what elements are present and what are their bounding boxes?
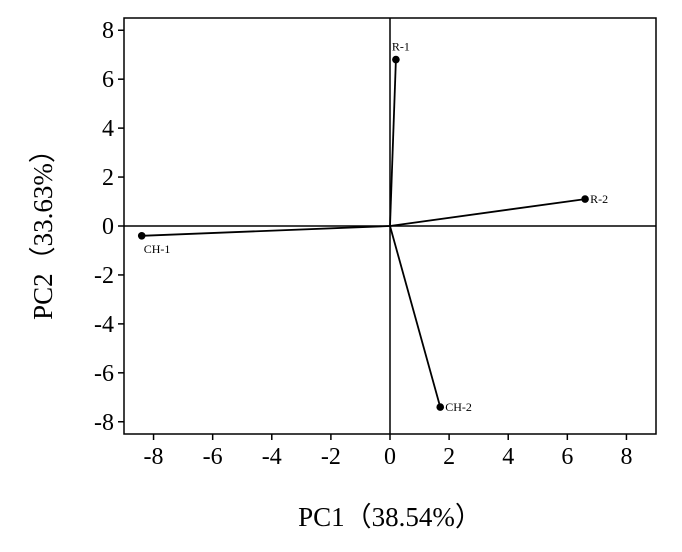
- label-ch-1: CH-1: [144, 242, 171, 256]
- x-tick-label: 4: [502, 444, 514, 470]
- y-axis-title: PC2（33.63%）: [28, 136, 58, 320]
- x-tick-label: 8: [620, 444, 632, 470]
- x-tick-label: -2: [321, 444, 341, 470]
- y-tick-label: -8: [94, 410, 114, 436]
- y-tick-label: 4: [102, 116, 114, 142]
- point-r-2: [581, 195, 589, 203]
- x-tick-label: -4: [262, 444, 282, 470]
- x-axis-title: PC1（38.54%）: [298, 502, 482, 532]
- label-r-1: R-1: [392, 40, 410, 54]
- point-ch-1: [137, 231, 146, 240]
- y-tick-label: -4: [94, 312, 114, 338]
- loading-vectors: [141, 59, 586, 408]
- vector-r-2: [389, 198, 586, 227]
- axis-ticks: -8 -6 -4 -2 0 2 4 6 8 8 6 4 2 0 -2 -4 -6 -8: [94, 18, 632, 470]
- x-tick-label: -8: [144, 444, 164, 470]
- y-tick-label: -6: [94, 361, 114, 387]
- x-tick-label: -6: [203, 444, 223, 470]
- point-r-1: [392, 55, 400, 64]
- y-tick-label: 6: [102, 67, 114, 93]
- vector-ch-2: [389, 225, 442, 408]
- data-points: [137, 55, 589, 411]
- label-r-2: R-2: [590, 192, 608, 206]
- y-tick-label: 8: [102, 18, 114, 44]
- point-labels: R-1 R-2 CH-1 CH-2: [144, 40, 608, 414]
- x-tick-label: 2: [443, 444, 455, 470]
- vector-r-1: [389, 59, 397, 227]
- x-tick-label: 6: [561, 444, 573, 470]
- vector-ch-1: [141, 225, 391, 237]
- y-tick-label: -2: [94, 263, 114, 289]
- y-tick-label: 2: [102, 165, 114, 191]
- point-ch-2: [436, 403, 445, 411]
- y-tick-label: 0: [102, 214, 114, 240]
- x-tick-label: 0: [384, 444, 396, 470]
- label-ch-2: CH-2: [445, 400, 472, 414]
